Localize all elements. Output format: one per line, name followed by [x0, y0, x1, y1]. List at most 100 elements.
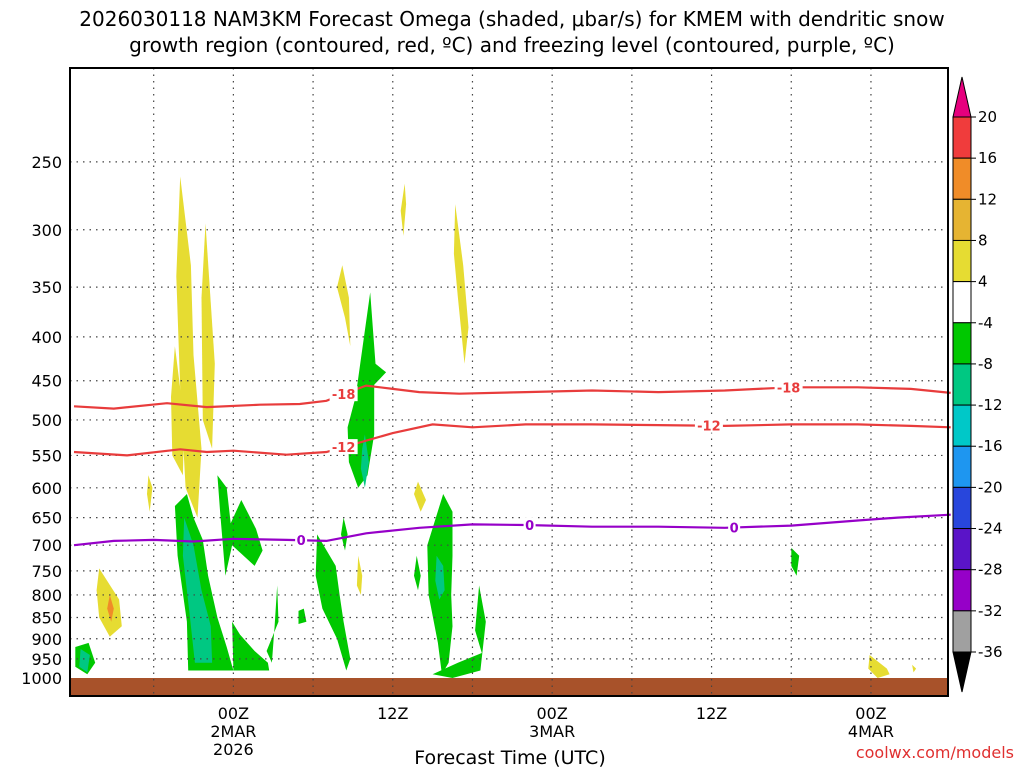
colorbar-label-1: 16	[978, 149, 997, 167]
omega-area-11	[868, 655, 890, 678]
colorbar-label-9: -20	[978, 478, 1003, 496]
omega-area-9	[414, 481, 426, 512]
omega-area-28	[360, 434, 369, 488]
omega-area-8	[453, 204, 469, 364]
omega-area-1	[201, 223, 215, 449]
omega-area-14	[217, 475, 263, 576]
x-tick-1: 12Z	[377, 704, 408, 723]
y-tick-750: 750	[31, 562, 62, 581]
contour-label-bg	[728, 519, 741, 535]
contour-label-bg	[329, 439, 358, 455]
y-tick-250: 250	[31, 153, 62, 172]
colorbar-segment-11	[952, 528, 972, 571]
omega-area-26	[182, 517, 213, 663]
omega-area-25	[791, 547, 800, 576]
y-tick-1000: 1000	[21, 669, 62, 688]
colorbar-label-8: -16	[978, 437, 1003, 455]
colorbar-label-7: -12	[978, 396, 1003, 414]
credit-text: coolwx.com/models	[856, 743, 1014, 762]
colorbar-segment-2	[952, 157, 972, 200]
colorbar-segment-6	[952, 322, 972, 365]
colorbar: 20 16 12 8 4 -4 -8 -12 -16 -20 -24 -28 -32 -36	[952, 76, 1003, 693]
y-tick-350: 350	[31, 278, 62, 297]
omega-area-21	[266, 585, 279, 663]
y-tick-800: 800	[31, 586, 62, 605]
colorbar-segment-9	[952, 445, 972, 488]
x-tick-2: 00Z 3MAR	[529, 704, 575, 741]
y-tick-400: 400	[31, 328, 62, 347]
y-tick-300: 300	[31, 221, 62, 240]
colorbar-segment-10	[952, 486, 972, 530]
omega-area-10	[356, 555, 363, 595]
omega-area-6	[337, 265, 351, 347]
y-tick-600: 600	[31, 479, 62, 498]
y-tick-450: 450	[31, 372, 62, 391]
y-tick-900: 900	[31, 630, 62, 649]
omega-area-27	[79, 649, 90, 673]
colorbar-label-12: -32	[978, 602, 1003, 620]
chart-title-line-2: growth region (contoured, red, ºC) and f…	[129, 33, 895, 57]
omega-area-18	[315, 534, 351, 671]
contour-label-bg	[295, 532, 308, 548]
colorbar-segment-1	[952, 116, 972, 159]
colorbar-label-13: -36	[978, 643, 1003, 661]
x-tick-4: 00Z 4MAR	[848, 704, 894, 741]
contour-label-bg	[329, 386, 358, 402]
colorbar-label-4: 4	[978, 273, 988, 291]
x-tick-0: 00Z 2MAR 2026	[210, 704, 256, 759]
contour-line-1	[73, 423, 951, 457]
colorbar-label-2: 12	[978, 190, 997, 208]
y-tick-550: 550	[31, 446, 62, 465]
plot-frame	[69, 67, 949, 697]
omega-area-17	[347, 292, 387, 488]
y-tick-650: 650	[31, 509, 62, 528]
contour-label-1-0: -12	[332, 441, 356, 456]
contour-label-1-1: -12	[697, 420, 721, 435]
contour-label-2-0: 0	[297, 534, 306, 549]
contour-line-2	[73, 513, 951, 547]
contour-label-bg	[774, 379, 803, 395]
y-tick-950: 950	[31, 650, 62, 669]
contour-label-bg	[694, 417, 723, 433]
colorbar-label-5: -4	[978, 314, 993, 332]
colorbar-label-3: 8	[978, 231, 988, 249]
colorbar-label-10: -24	[978, 520, 1003, 538]
y-tick-700: 700	[31, 536, 62, 555]
omega-area-22	[298, 608, 307, 624]
x-axis-label: Forecast Time (UTC)	[414, 747, 605, 768]
colorbar-top-arrow	[952, 76, 972, 118]
colorbar-label-0: 20	[978, 108, 997, 126]
colorbar-segment-5	[952, 281, 972, 324]
omega-area-29	[435, 555, 445, 600]
y-tick-850: 850	[31, 608, 62, 627]
contour-label-bg	[523, 517, 536, 533]
colorbar-label-6: -8	[978, 355, 993, 373]
omega-area-23	[341, 517, 348, 551]
contour-label-0-0: -18	[332, 388, 356, 403]
temperature-contour-layer: -18 -18 -12 -12 0 0 0	[73, 379, 951, 549]
omega-area-4	[107, 594, 114, 622]
omega-area-15	[232, 621, 270, 671]
y-tick-500: 500	[31, 411, 62, 430]
colorbar-segment-3	[952, 198, 972, 241]
omega-area-12	[912, 664, 917, 673]
colorbar-segment-12	[952, 569, 972, 612]
colorbar-segment-13	[952, 610, 972, 653]
contour-label-2-2: 0	[730, 521, 739, 536]
x-tick-3: 12Z	[696, 704, 727, 723]
omega-shading-layer	[75, 176, 917, 678]
colorbar-segment-4	[952, 239, 972, 283]
omega-area-2	[171, 346, 185, 476]
grid-lines	[70, 68, 948, 696]
colorbar-segment-8	[952, 404, 972, 447]
contour-label-0-1: -18	[777, 381, 801, 396]
colorbar-segment-7	[952, 363, 972, 406]
chart-title-line-1: 2026030118 NAM3KM Forecast Omega (shaded…	[79, 7, 944, 31]
terrain-ground-band	[70, 678, 948, 696]
omega-area-5	[147, 475, 153, 512]
x-axis-ticks: 00Z 2MAR 2026 12Z 00Z 3MAR 12Z 00Z 4MAR	[210, 704, 894, 759]
contour-label-2-1: 0	[525, 519, 534, 534]
omega-area-7	[400, 183, 407, 236]
colorbar-bottom-arrow	[952, 651, 972, 693]
